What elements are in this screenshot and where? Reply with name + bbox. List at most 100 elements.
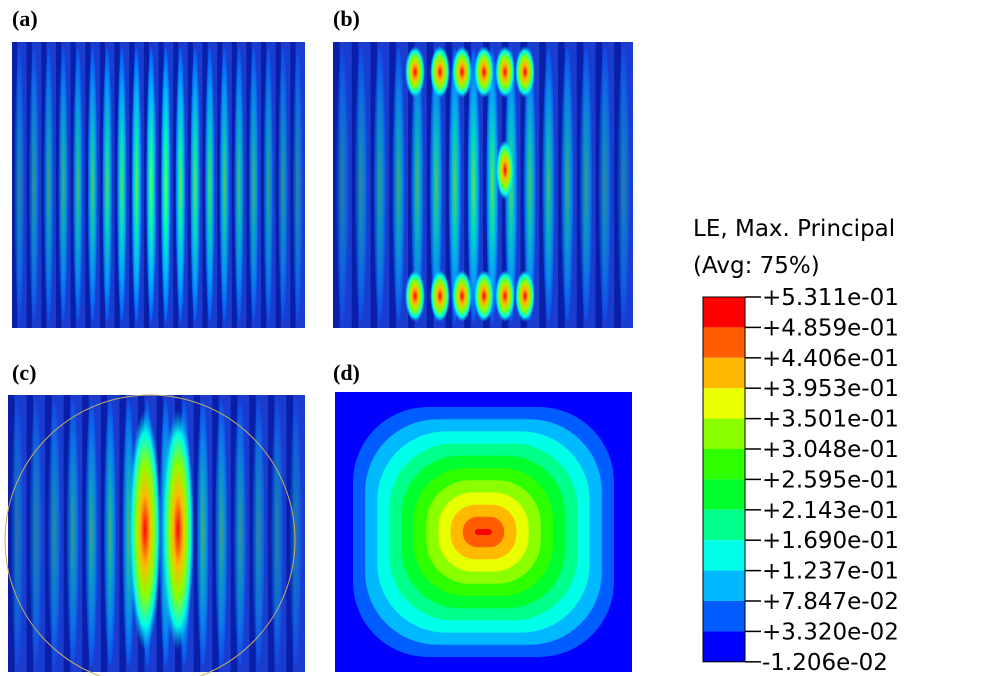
contour-band <box>617 47 630 323</box>
legend-swatch <box>703 570 745 601</box>
legend-label: -1.206e-02 <box>762 650 888 676</box>
contour-band <box>278 47 288 323</box>
hot-spot <box>515 270 535 322</box>
legend-label: +4.859e-01 <box>762 315 899 341</box>
legend-swatch <box>703 449 745 480</box>
legend-label: +1.237e-01 <box>762 559 899 585</box>
panel-d-plot <box>335 392 632 672</box>
fold <box>408 42 415 328</box>
contour-band <box>67 400 79 667</box>
fold <box>85 42 91 328</box>
hot-spot <box>162 410 194 650</box>
contour-band <box>234 47 244 323</box>
fold <box>333 42 340 328</box>
fold <box>217 42 223 328</box>
fold <box>100 395 108 672</box>
fold <box>70 42 76 328</box>
contour-band <box>205 47 215 323</box>
legend-swatch <box>703 479 745 510</box>
contour-band <box>58 47 68 323</box>
contour-band <box>467 47 480 323</box>
fold <box>143 42 149 328</box>
panel-b-plot <box>333 42 633 328</box>
legend-label: +2.143e-01 <box>762 498 899 524</box>
legend: +5.311e-01 +4.859e-01 +4.406e-01 +3.953e-01… <box>702 285 899 676</box>
contour-band <box>11 400 24 667</box>
outline-circle <box>4 394 296 676</box>
fold <box>202 42 208 328</box>
contour-band <box>73 47 83 323</box>
hot-spot <box>495 270 515 322</box>
hot-spot <box>452 46 472 98</box>
contour-band <box>486 47 499 323</box>
fold <box>55 42 62 328</box>
legend-swatch <box>703 601 745 632</box>
legend-label: +3.953e-01 <box>762 376 899 402</box>
contour-band <box>292 47 303 323</box>
contour-band <box>234 400 246 667</box>
hot-spot <box>129 410 161 650</box>
fold <box>231 42 237 328</box>
fold <box>212 395 219 672</box>
fold <box>520 42 528 328</box>
fold <box>261 42 267 328</box>
legend-swatch <box>703 418 745 449</box>
fold <box>483 42 490 328</box>
contour-level <box>475 529 492 535</box>
contour-band <box>43 47 54 323</box>
legend-label: +7.847e-02 <box>762 589 899 615</box>
fold <box>595 42 603 328</box>
legend-subtitle: (Avg: 75%) <box>693 253 820 279</box>
fold <box>193 395 201 672</box>
fold <box>275 42 281 328</box>
fold <box>158 42 164 328</box>
panel-label: (c) <box>12 360 36 385</box>
fold <box>246 42 252 328</box>
contour-band <box>561 47 574 323</box>
contour-band <box>523 47 536 323</box>
contour-band <box>196 400 209 667</box>
legend-swatch <box>703 540 745 571</box>
fold <box>114 42 120 328</box>
contour-band <box>580 47 593 323</box>
contour-band <box>355 47 368 323</box>
fold <box>286 395 293 672</box>
contour-band <box>392 47 405 323</box>
hot-spot <box>474 270 494 322</box>
fold <box>389 42 396 328</box>
fold <box>63 395 71 672</box>
fold <box>249 395 256 672</box>
fold <box>539 42 546 328</box>
contour-band <box>289 400 302 667</box>
panel-label: (b) <box>333 6 360 31</box>
fold <box>230 395 238 672</box>
contour-band <box>542 47 555 323</box>
fold <box>82 395 89 672</box>
legend-label: +3.320e-02 <box>762 619 899 645</box>
fold <box>99 42 106 328</box>
contour-band <box>430 47 443 323</box>
contour-band <box>271 400 284 667</box>
fold <box>173 42 179 328</box>
fold <box>614 42 621 328</box>
hot-spot <box>430 270 450 322</box>
legend-label: +3.501e-01 <box>762 407 899 433</box>
contour-band <box>146 47 156 323</box>
fold <box>267 395 275 672</box>
legend-label: +4.406e-01 <box>762 346 899 372</box>
fold <box>576 42 584 328</box>
contour-band <box>190 47 200 323</box>
fold <box>41 42 47 328</box>
contour-band <box>102 47 112 323</box>
contour-band <box>175 47 186 323</box>
panel-a-plot <box>12 42 305 328</box>
legend-swatch <box>703 509 745 541</box>
contour-band <box>14 47 25 323</box>
contour-band <box>448 47 461 323</box>
contour-band <box>219 47 230 323</box>
fold <box>26 395 34 672</box>
contour-band <box>87 47 98 323</box>
contour-band <box>336 47 349 323</box>
contour-band <box>29 47 39 323</box>
